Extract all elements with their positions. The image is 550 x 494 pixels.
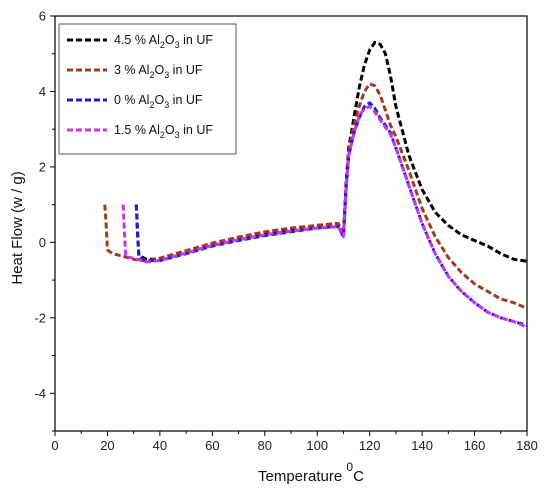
x-axis-title: Temperature 0C bbox=[258, 460, 364, 485]
series-line-4 bbox=[121, 105, 528, 329]
x-tick-label: 140 bbox=[411, 438, 433, 453]
x-axis-ticks: 0 20 40 60 80 100 120 140 160 180 bbox=[51, 431, 538, 453]
series-lines bbox=[103, 40, 528, 329]
legend-label-1: 4.5 % Al2O3 in UF bbox=[114, 33, 213, 50]
x-tick-label: 40 bbox=[153, 438, 167, 453]
y-axis-ticks: -4 -2 0 2 4 6 bbox=[34, 9, 55, 432]
y-tick-label: 4 bbox=[39, 84, 46, 99]
x-tick-label: 80 bbox=[258, 438, 272, 453]
x-axis-title-unit: C bbox=[353, 468, 364, 485]
x-axis-title-main: Temperature bbox=[258, 468, 346, 485]
x-axis-title-superscript: 0 bbox=[346, 460, 353, 474]
x-tick-label: 0 bbox=[51, 438, 58, 453]
y-tick-label: -2 bbox=[34, 310, 46, 325]
x-tick-label: 60 bbox=[205, 438, 219, 453]
x-tick-label: 120 bbox=[359, 438, 381, 453]
x-tick-label: 180 bbox=[516, 438, 538, 453]
legend-label-4: 1.5 % Al2O3 in UF bbox=[114, 123, 213, 140]
x-tick-label: 100 bbox=[306, 438, 328, 453]
y-tick-label: 6 bbox=[39, 9, 46, 24]
y-tick-label: 2 bbox=[39, 159, 46, 174]
y-axis-title: Heat Flow (w / g) bbox=[9, 171, 26, 284]
y-tick-label: -4 bbox=[34, 386, 46, 401]
legend-box bbox=[58, 23, 237, 155]
legend: 4.5 % Al2O3 in UF 3 % Al2O3 in UF 0 % Al2O… bbox=[58, 23, 237, 155]
legend-label-2: 3 % Al2O3 in UF bbox=[114, 63, 203, 80]
legend-label-3: 0 % Al2O3 in UF bbox=[114, 93, 203, 110]
y-tick-label: 0 bbox=[39, 235, 46, 250]
x-tick-label: 20 bbox=[100, 438, 114, 453]
x-tick-label: 160 bbox=[464, 438, 486, 453]
